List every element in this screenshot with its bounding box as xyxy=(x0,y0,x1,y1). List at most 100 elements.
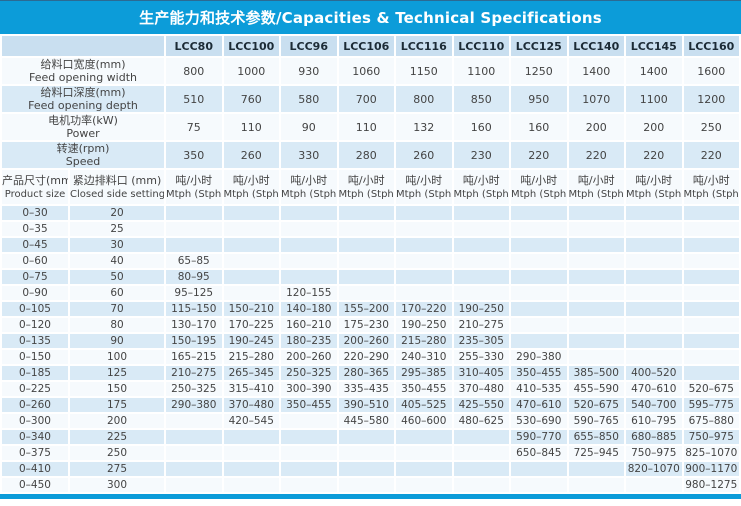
capacity-row: 0–450 300 980–1275 xyxy=(2,478,739,492)
capacity-value-cell xyxy=(683,302,739,316)
capacity-value-cell xyxy=(626,478,682,492)
capacity-value-cell xyxy=(338,222,394,236)
unit-header-cn: 吨/小时 xyxy=(577,173,615,187)
capacity-value-cell: 295–385 xyxy=(396,366,452,380)
capacity-value-cell: 610–795 xyxy=(626,414,682,428)
capacity-value-cell xyxy=(453,222,509,236)
unit-header: 吨/小时 Mtph (Stph) xyxy=(338,170,394,204)
capacity-row: 0–135 90 150–195 190–245 180–235 200–260 215–2… xyxy=(2,334,739,348)
closed-side-setting-header-en: Closed side setting xyxy=(70,188,164,200)
capacity-value-cell: 680–885 xyxy=(626,430,682,444)
capacity-value-cell: 595–775 xyxy=(683,398,739,412)
capacity-value-cell: 170–220 xyxy=(396,302,452,316)
capacity-value-cell xyxy=(568,286,624,300)
unit-header-en: Mtph (Stph) xyxy=(511,188,567,200)
capacity-value-cell: 530–690 xyxy=(511,414,567,428)
capacity-value-cell: 400–520 xyxy=(626,366,682,380)
column-header: LCC160 xyxy=(683,36,739,56)
capacity-value-cell xyxy=(568,238,624,252)
capacity-value-cell xyxy=(396,238,452,252)
spec-value-cell: 110 xyxy=(338,114,394,140)
capacity-row: 0–35 25 xyxy=(2,222,739,236)
spec-value-cell: 1600 xyxy=(683,58,739,84)
unit-header-en: Mtph (Stph) xyxy=(396,188,452,200)
capacity-value-cell: 165–215 xyxy=(166,350,222,364)
capacity-value-cell xyxy=(338,446,394,460)
capacity-row: 0–340 225 590–770 655–850 680–885 750–975 xyxy=(2,430,739,444)
capacity-value-cell xyxy=(511,302,567,316)
unit-header-en: Mtph (Stph) xyxy=(568,188,625,200)
capacity-value-cell xyxy=(453,270,509,284)
closed-side-setting-cell: 150 xyxy=(70,382,164,396)
capacity-value-cell xyxy=(453,478,509,492)
unit-header: 吨/小时 Mtph (Stph) xyxy=(281,170,337,204)
capacity-value-cell: 370–480 xyxy=(223,398,279,412)
product-size-cell: 0–340 xyxy=(2,430,68,444)
capacity-value-cell: 250–325 xyxy=(281,366,337,380)
capacity-value-cell: 150–195 xyxy=(166,334,222,348)
spec-value-cell: 1400 xyxy=(568,58,624,84)
capacity-row: 0–225 150 250–325 315–410 300–390 335–435 350–… xyxy=(2,382,739,396)
capacity-value-cell xyxy=(281,222,337,236)
product-size-header-en: Product size xyxy=(4,188,66,200)
bottom-accent-bar xyxy=(0,494,741,499)
capacity-value-cell: 590–770 xyxy=(511,430,567,444)
capacity-value-cell: 250–325 xyxy=(166,382,222,396)
capacity-value-cell xyxy=(338,462,394,476)
capacity-row: 0–75 50 80–95 xyxy=(2,270,739,284)
unit-header-cn: 吨/小时 xyxy=(692,173,730,187)
capacity-value-cell xyxy=(281,446,337,460)
spec-label-cn: 给料口深度(mm) xyxy=(40,86,126,100)
product-size-header: 产品尺寸(mm)Product size xyxy=(2,170,68,204)
capacity-value-cell xyxy=(223,222,279,236)
capacity-value-cell: 175–230 xyxy=(338,318,394,332)
capacity-value-cell: 370–480 xyxy=(453,382,509,396)
capacity-value-cell xyxy=(683,286,739,300)
capacity-value-cell: 350–455 xyxy=(396,382,452,396)
capacity-value-cell: 425–550 xyxy=(453,398,509,412)
capacity-value-cell xyxy=(396,254,452,268)
capacity-value-cell xyxy=(223,478,279,492)
capacity-value-cell xyxy=(338,478,394,492)
capacity-value-cell xyxy=(223,254,279,268)
product-size-cell: 0–60 xyxy=(2,254,68,268)
closed-side-setting-cell: 25 xyxy=(70,222,164,236)
capacity-value-cell xyxy=(396,430,452,444)
column-header: LCC100 xyxy=(223,36,279,56)
capacity-value-cell xyxy=(568,222,624,236)
capacity-value-cell xyxy=(396,270,452,284)
unit-header-cn: 吨/小时 xyxy=(462,173,500,187)
capacity-value-cell: 480–625 xyxy=(453,414,509,428)
spec-value-cell: 1000 xyxy=(223,58,279,84)
product-size-cell: 0–90 xyxy=(2,286,68,300)
spec-label-en: Feed opening depth xyxy=(28,98,138,112)
closed-side-setting-cell: 200 xyxy=(70,414,164,428)
capacity-value-cell xyxy=(281,414,337,428)
spec-value-cell: 230 xyxy=(453,142,509,168)
spec-value-cell: 260 xyxy=(396,142,452,168)
capacity-value-cell: 180–235 xyxy=(281,334,337,348)
spec-label-cn: 转速(rpm) xyxy=(56,142,110,156)
spec-value-cell: 350 xyxy=(166,142,222,168)
capacity-value-cell xyxy=(223,446,279,460)
unit-header: 吨/小时 Mtph (Stph) xyxy=(453,170,509,204)
corner-cell xyxy=(2,36,164,56)
capacity-value-cell xyxy=(568,270,624,284)
capacity-value-cell xyxy=(396,286,452,300)
capacity-value-cell: 190–250 xyxy=(396,318,452,332)
capacity-value-cell: 750–975 xyxy=(626,446,682,460)
capacity-value-cell: 155–200 xyxy=(338,302,394,316)
unit-header-en: Mtph (Stph) xyxy=(223,188,280,200)
capacity-row: 0–45 30 xyxy=(2,238,739,252)
product-size-cell: 0–120 xyxy=(2,318,68,332)
capacity-value-cell: 140–180 xyxy=(281,302,337,316)
capacity-value-cell xyxy=(568,206,624,220)
capacity-value-cell xyxy=(626,254,682,268)
spec-value-cell: 220 xyxy=(683,142,739,168)
capacity-value-cell xyxy=(166,238,222,252)
capacity-value-cell: 290–380 xyxy=(166,398,222,412)
unit-header-cn: 吨/小时 xyxy=(520,173,558,187)
spec-value-cell: 1070 xyxy=(568,86,624,112)
spec-value-cell: 800 xyxy=(166,58,222,84)
capacity-value-cell: 655–850 xyxy=(568,430,624,444)
